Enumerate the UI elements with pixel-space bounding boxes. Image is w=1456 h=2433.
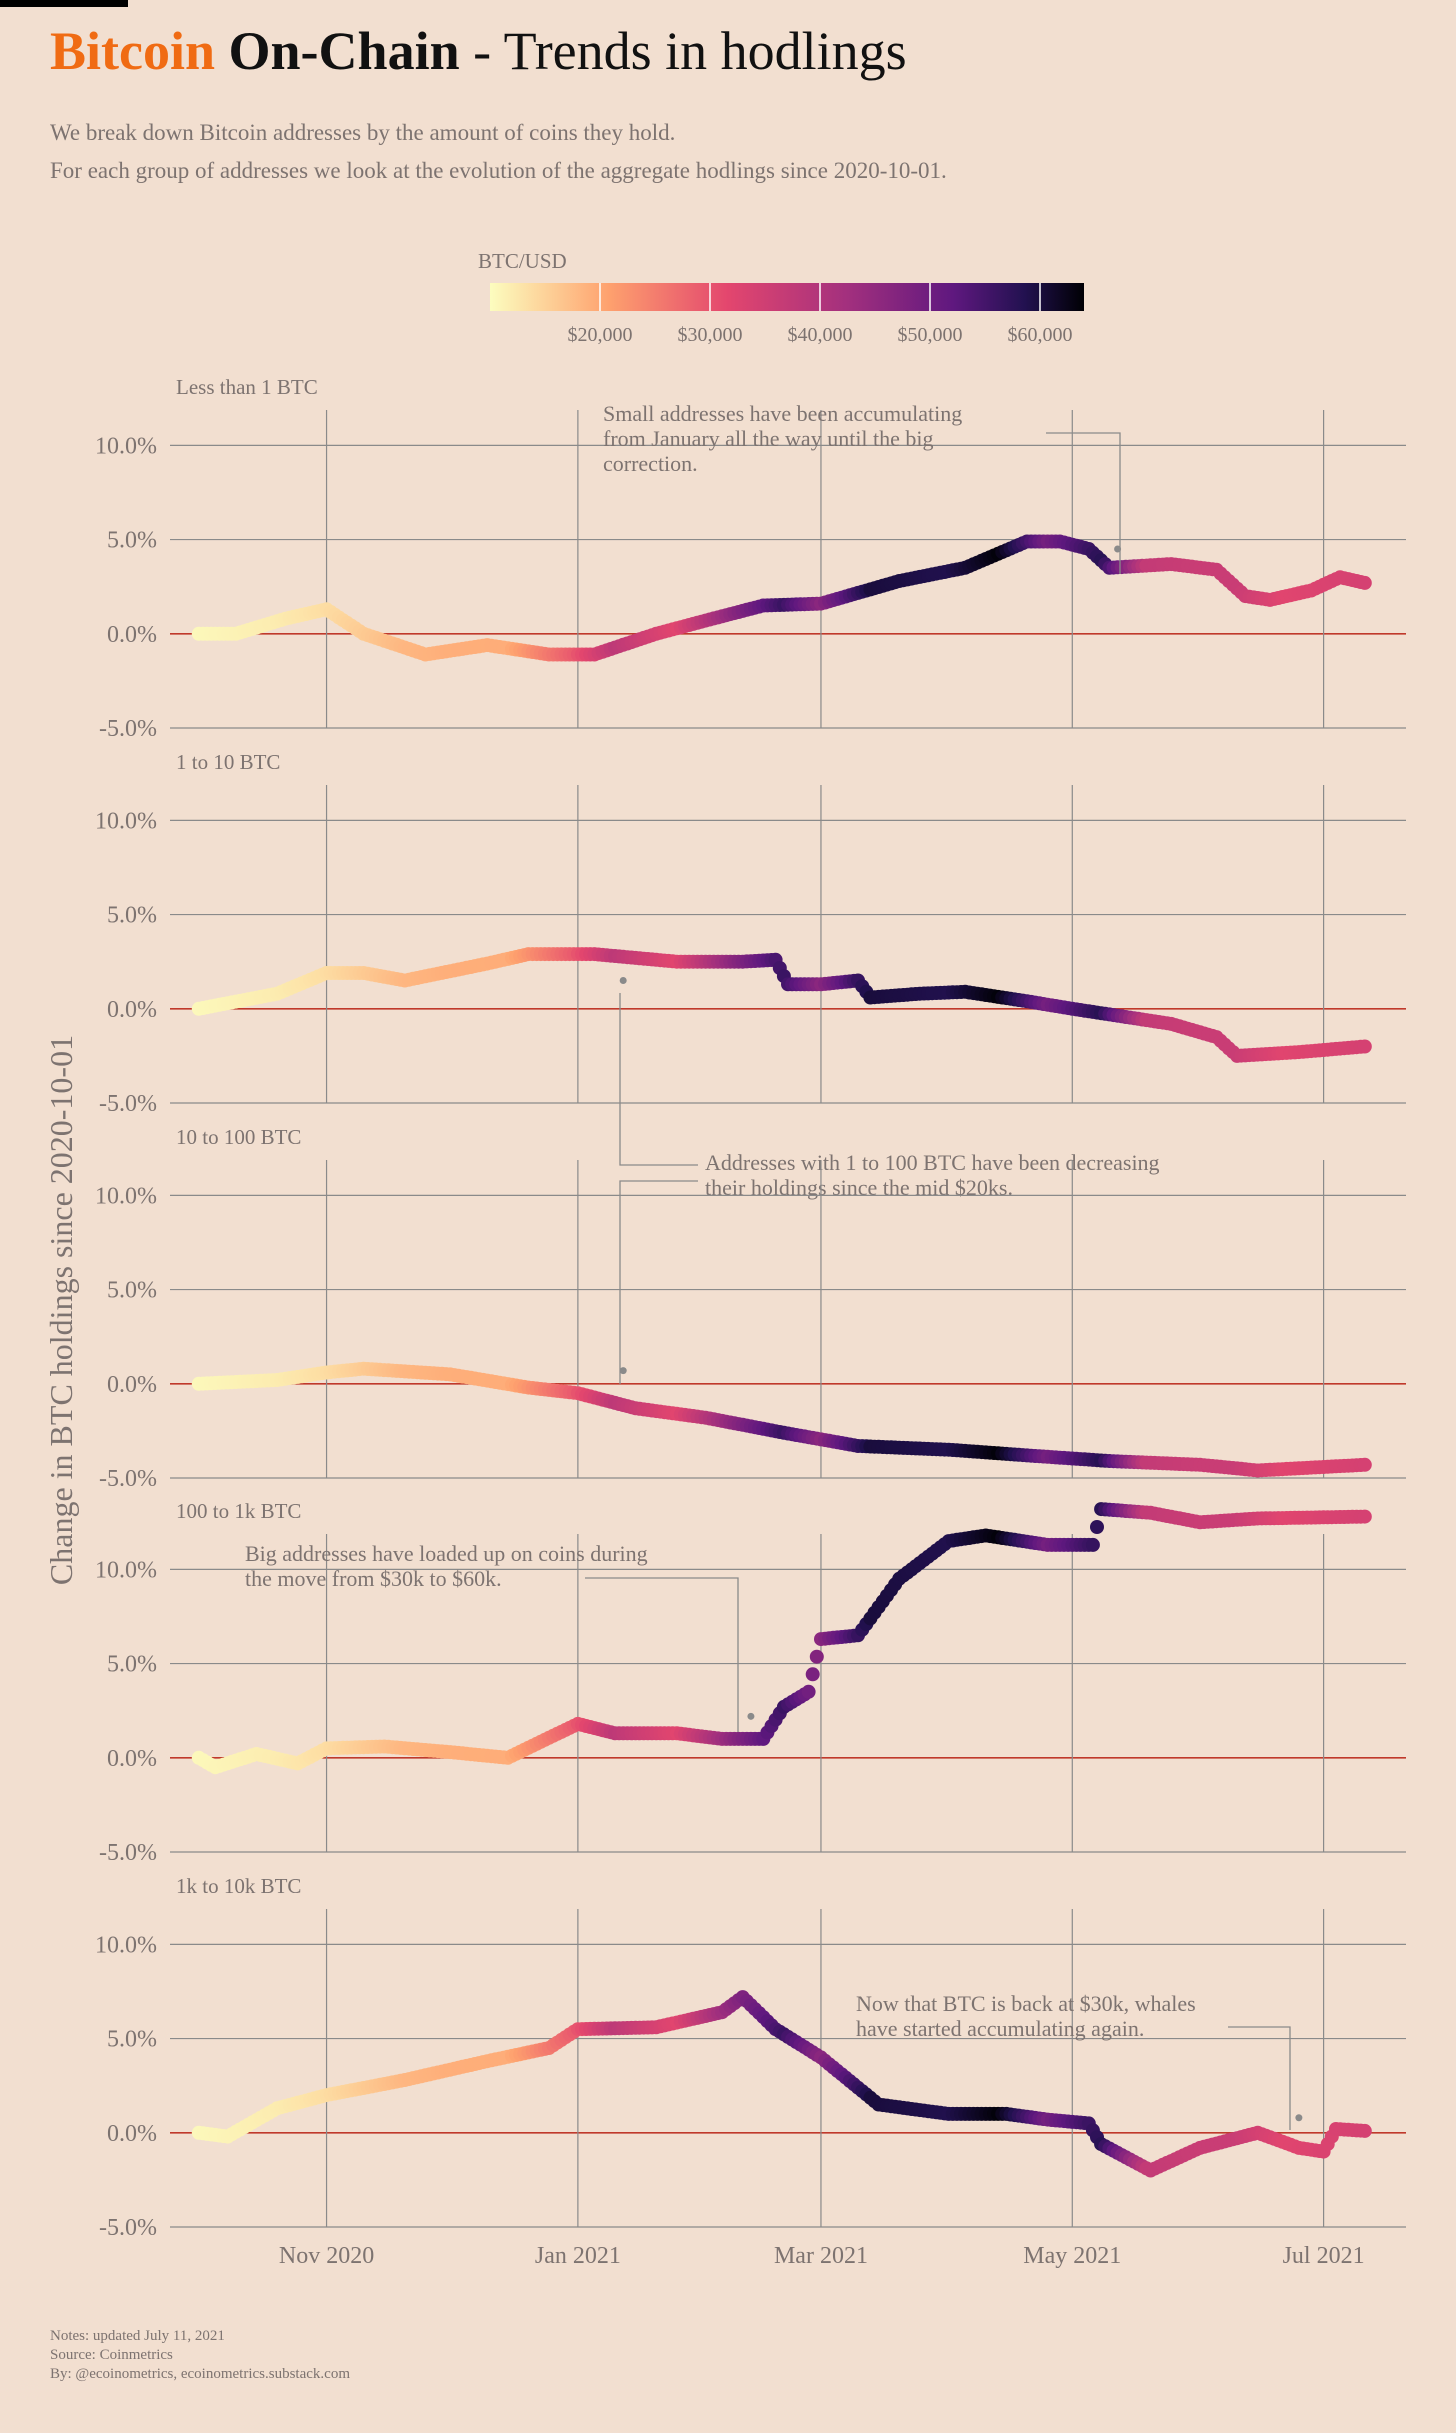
annotation-leader-line xyxy=(585,1577,739,1732)
panels: Less than 1 BTC -5.0% 0.0% 5.0% 10.0% Small a… xyxy=(95,375,1406,2269)
annotation-target-dot xyxy=(1295,2114,1303,2122)
data-point xyxy=(1357,575,1372,590)
x-tick-label: Jan 2021 xyxy=(535,2243,621,2269)
panel-label: 1 to 10 BTC xyxy=(176,750,280,774)
y-tick-label: 5.0% xyxy=(107,903,157,929)
y-tick-label: 10.0% xyxy=(95,1932,157,1958)
annotation-text: their holdings since the mid $20ks. xyxy=(705,1175,1013,1200)
x-axis: Nov 2020 Jan 2021 Mar 2021 May 2021 Jul 2021 xyxy=(279,2243,1365,2269)
y-axis-label: Change in BTC holdings since 2020-10-01 xyxy=(43,1035,79,1585)
panel-label: 1k to 10k BTC xyxy=(176,1874,301,1898)
y-tick-label: 5.0% xyxy=(107,1652,157,1678)
y-tick-label: -5.0% xyxy=(99,1091,157,1117)
panel-label: 10 to 100 BTC xyxy=(176,1125,301,1149)
y-tick-label: 0.0% xyxy=(107,1746,157,1772)
y-tick-label: 0.0% xyxy=(107,1372,157,1398)
annotation-target-dot xyxy=(619,1367,627,1375)
y-tick-label: 0.0% xyxy=(107,2121,157,2147)
color-scale-tick-label: $40,000 xyxy=(788,324,853,346)
annotation-text: the move from $30k to $60k. xyxy=(245,1566,502,1591)
panel-4: 100 to 1k BTC -5.0% 0.0% 5.0% 10.0% Big addre… xyxy=(95,1499,1406,1866)
y-tick-label: 0.0% xyxy=(107,997,157,1023)
data-point xyxy=(809,1649,824,1664)
title-brand: Bitcoin xyxy=(50,21,216,81)
footer-notes: Notes: updated July 11, 2021 xyxy=(50,2328,225,2344)
panel-5: 1k to 10k BTC -5.0% 0.0% 5.0% 10.0% Now that … xyxy=(95,1874,1406,2241)
y-tick-label: 5.0% xyxy=(107,528,157,554)
title-rest: - Trends in hodlings xyxy=(459,21,907,81)
y-tick-label: -5.0% xyxy=(99,1466,157,1492)
y-tick-label: 5.0% xyxy=(107,2027,157,2053)
page-title: Bitcoin On-Chain - Trends in hodlings xyxy=(50,20,907,82)
annotation-target-dot xyxy=(1114,545,1122,553)
y-tick-label: 10.0% xyxy=(95,1557,157,1583)
x-tick-label: Mar 2021 xyxy=(774,2243,868,2269)
annotation-text: from January all the way until the big xyxy=(603,426,934,451)
annotation-text: correction. xyxy=(603,451,698,476)
y-tick-label: -5.0% xyxy=(99,1840,157,1866)
color-scale-tick-label: $30,000 xyxy=(678,324,743,346)
annotation-text: Small addresses have been accumulating xyxy=(603,401,962,426)
y-tick-label: 0.0% xyxy=(107,622,157,648)
top-accent-bar xyxy=(0,0,128,7)
data-point xyxy=(1357,2123,1372,2138)
y-tick-label: 10.0% xyxy=(95,433,157,459)
title-series: On-Chain xyxy=(228,21,460,81)
annotation-target-dot xyxy=(619,977,627,985)
annotation-leader-line xyxy=(619,993,698,1166)
annotation-leader-line xyxy=(619,1180,698,1384)
data-point xyxy=(1357,1039,1372,1054)
color-scale-tick-label: $50,000 xyxy=(898,324,963,346)
footer-byline: By: @ecoinometrics, ecoinometrics.substa… xyxy=(50,2366,350,2382)
annotation-text: have started accumulating again. xyxy=(856,2016,1144,2041)
panel-label: 100 to 1k BTC xyxy=(176,1499,301,1523)
footer-source: Source: Coinmetrics xyxy=(50,2347,173,2363)
data-point xyxy=(1090,1520,1104,1534)
annotation-text: Now that BTC is back at $30k, whales xyxy=(856,1991,1196,2016)
x-tick-label: Jul 2021 xyxy=(1283,2243,1365,2269)
subtitle-line-2: For each group of addresses we look at t… xyxy=(50,158,947,183)
data-point xyxy=(1357,1509,1372,1524)
y-tick-label: 10.0% xyxy=(95,808,157,834)
y-tick-label: -5.0% xyxy=(99,716,157,742)
y-tick-label: -5.0% xyxy=(99,2215,157,2241)
x-tick-label: May 2021 xyxy=(1023,2243,1121,2269)
y-tick-label: 5.0% xyxy=(107,1278,157,1304)
panel-label: Less than 1 BTC xyxy=(176,375,318,399)
annotation-leader-line xyxy=(1046,432,1121,574)
data-point xyxy=(1085,1537,1100,1552)
data-point xyxy=(801,1684,816,1699)
color-scale-label: BTC/USD xyxy=(478,249,567,273)
data-point xyxy=(1357,1457,1372,1472)
subtitle-line-1: We break down Bitcoin addresses by the a… xyxy=(50,120,676,145)
annotation-text: Big addresses have loaded up on coins du… xyxy=(245,1541,648,1566)
annotation-target-dot xyxy=(747,1712,755,1720)
x-tick-label: Nov 2020 xyxy=(279,2243,374,2269)
panel-3: 10 to 100 BTC -5.0% 0.0% 5.0% 10.0% xyxy=(95,1125,1406,1492)
annotation-text: Addresses with 1 to 100 BTC have been de… xyxy=(705,1150,1160,1175)
annotation-leader-line xyxy=(1228,2026,1291,2130)
color-scale-tick-label: $60,000 xyxy=(1008,324,1073,346)
color-scale-tick-label: $20,000 xyxy=(568,324,633,346)
color-scale-legend: BTC/USD $20,000 $30,000 $40,000 $50,000 $60,… xyxy=(478,249,1084,346)
panel-1: Less than 1 BTC -5.0% 0.0% 5.0% 10.0% Small a… xyxy=(95,375,1406,742)
color-scale-bar xyxy=(490,283,1084,311)
data-point xyxy=(805,1667,820,1682)
y-tick-label: 10.0% xyxy=(95,1183,157,1209)
